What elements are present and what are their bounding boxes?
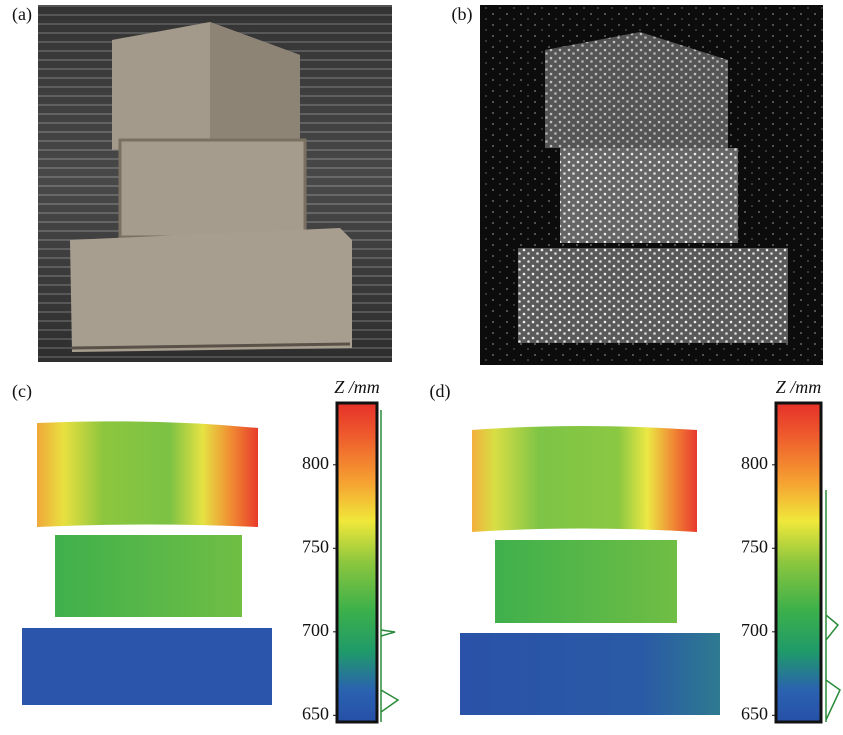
tick-label: 750: [741, 536, 768, 556]
speckle-image: [480, 5, 823, 365]
photo: [38, 5, 392, 362]
panel-label: (c): [12, 381, 32, 402]
colorbar: [776, 403, 821, 722]
panel-label: (d): [430, 381, 451, 402]
tick-label: 800: [741, 453, 768, 473]
tick-label: 650: [741, 703, 768, 723]
colorbar-label: Z /mm: [776, 377, 822, 397]
histogram: [381, 410, 398, 722]
histogram: [826, 490, 840, 722]
panel-label: (a): [12, 4, 32, 25]
tick-label: 800: [302, 453, 329, 473]
tick-label: 650: [302, 703, 329, 723]
depth-map: [460, 426, 720, 715]
tick-label: 750: [302, 536, 329, 556]
colorbar-label: Z /mm: [334, 377, 380, 397]
figure: (a) (b) (c) (d) Z /mm 650 700 750 800 Z /mm 650 700…: [0, 0, 843, 735]
panel-label: (b): [452, 4, 473, 25]
colorbar: [337, 403, 377, 722]
depth-map: [22, 421, 272, 705]
tick-label: 700: [741, 620, 768, 640]
tick-label: 700: [302, 620, 329, 640]
